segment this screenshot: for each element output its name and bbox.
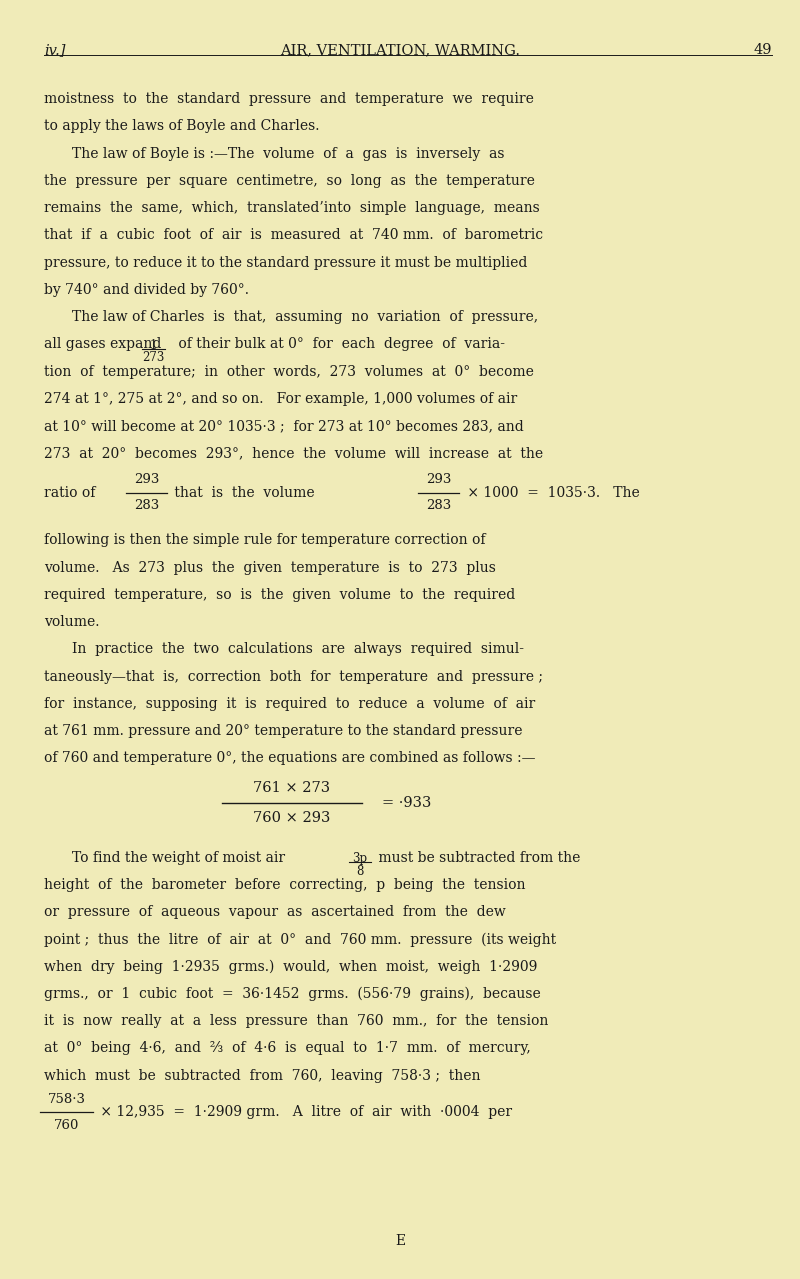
Text: = ·933: = ·933	[382, 796, 431, 810]
Text: all gases expand: all gases expand	[44, 338, 166, 352]
Text: moistness  to  the  standard  pressure  and  temperature  we  require: moistness to the standard pressure and t…	[44, 92, 534, 106]
Text: volume.: volume.	[44, 615, 99, 629]
Text: following is then the simple rule for temperature correction of: following is then the simple rule for te…	[44, 533, 486, 547]
Text: In  practice  the  two  calculations  are  always  required  simul-: In practice the two calculations are alw…	[72, 642, 524, 656]
Text: tion  of  temperature;  in  other  words,  273  volumes  at  0°  become: tion of temperature; in other words, 273…	[44, 365, 534, 379]
Text: × 1000  =  1035·3.   The: × 1000 = 1035·3. The	[463, 486, 640, 500]
Text: when  dry  being  1·2935  grms.)  would,  when  moist,  weigh  1·2909: when dry being 1·2935 grms.) would, when…	[44, 959, 538, 975]
Text: 758·3: 758·3	[47, 1094, 86, 1106]
Text: To find the weight of moist air: To find the weight of moist air	[72, 851, 290, 865]
Text: The law of Boyle is :—The  volume  of  a  gas  is  inversely  as: The law of Boyle is :—The volume of a ga…	[72, 147, 505, 161]
Text: pressure, to reduce it to the standard pressure it must be multiplied: pressure, to reduce it to the standard p…	[44, 256, 527, 270]
Text: volume.   As  273  plus  the  given  temperature  is  to  273  plus: volume. As 273 plus the given temperatur…	[44, 560, 496, 574]
Text: × 12,935  =  1·2909 grm.   A  litre  of  air  with  ·0004  per: × 12,935 = 1·2909 grm. A litre of air wi…	[96, 1105, 512, 1119]
Text: E: E	[395, 1234, 405, 1248]
Text: 273  at  20°  becomes  293°,  hence  the  volume  will  increase  at  the: 273 at 20° becomes 293°, hence the volum…	[44, 446, 543, 460]
Text: that  is  the  volume: that is the volume	[170, 486, 319, 500]
Text: at 10° will become at 20° 1035·3 ;  for 273 at 10° becomes 283, and: at 10° will become at 20° 1035·3 ; for 2…	[44, 420, 524, 434]
Text: of their bulk at 0°  for  each  degree  of  varia-: of their bulk at 0° for each degree of v…	[174, 338, 506, 352]
Text: 293: 293	[134, 473, 159, 486]
Text: at  0°  being  4·6,  and  ⅔  of  4·6  is  equal  to  1·7  mm.  of  mercury,: at 0° being 4·6, and ⅔ of 4·6 is equal t…	[44, 1041, 530, 1055]
Text: AIR, VENTILATION, WARMING.: AIR, VENTILATION, WARMING.	[280, 43, 520, 58]
Text: 760: 760	[54, 1119, 79, 1132]
Text: 761 × 273: 761 × 273	[254, 780, 330, 794]
Text: 3p: 3p	[353, 852, 367, 865]
Text: of 760 and temperature 0°, the equations are combined as follows :—: of 760 and temperature 0°, the equations…	[44, 751, 535, 765]
Text: 283: 283	[426, 499, 451, 512]
Text: to apply the laws of Boyle and Charles.: to apply the laws of Boyle and Charles.	[44, 119, 319, 133]
Text: the  pressure  per  square  centimetre,  so  long  as  the  temperature: the pressure per square centimetre, so l…	[44, 174, 535, 188]
Text: taneously—that  is,  correction  both  for  temperature  and  pressure ;: taneously—that is, correction both for t…	[44, 670, 543, 684]
Text: must be subtracted from the: must be subtracted from the	[374, 851, 580, 865]
Text: The law of Charles  is  that,  assuming  no  variation  of  pressure,: The law of Charles is that, assuming no …	[72, 310, 538, 324]
Text: at 761 mm. pressure and 20° temperature to the standard pressure: at 761 mm. pressure and 20° temperature …	[44, 724, 522, 738]
Text: required  temperature,  so  is  the  given  volume  to  the  required: required temperature, so is the given vo…	[44, 588, 515, 602]
Text: 274 at 1°, 275 at 2°, and so on.   For example, 1,000 volumes of air: 274 at 1°, 275 at 2°, and so on. For exa…	[44, 391, 518, 405]
Text: by 740° and divided by 760°.: by 740° and divided by 760°.	[44, 283, 249, 297]
Text: point ;  thus  the  litre  of  air  at  0°  and  760 mm.  pressure  (its weight: point ; thus the litre of air at 0° and …	[44, 932, 556, 946]
Text: 760 × 293: 760 × 293	[254, 811, 330, 825]
Text: that  if  a  cubic  foot  of  air  is  measured  at  740 mm.  of  barometric: that if a cubic foot of air is measured …	[44, 228, 543, 242]
Text: 273: 273	[142, 352, 165, 365]
Text: 49: 49	[754, 43, 772, 58]
Text: for  instance,  supposing  it  is  required  to  reduce  a  volume  of  air: for instance, supposing it is required t…	[44, 697, 535, 711]
Text: 8: 8	[356, 865, 364, 877]
Text: 1: 1	[150, 339, 158, 352]
Text: ratio of: ratio of	[44, 486, 100, 500]
Text: 283: 283	[134, 499, 159, 512]
Text: 293: 293	[426, 473, 451, 486]
Text: which  must  be  subtracted  from  760,  leaving  758·3 ;  then: which must be subtracted from 760, leavi…	[44, 1069, 481, 1083]
Text: remains  the  same,  which,  translated’into  simple  language,  means: remains the same, which, translated’into…	[44, 201, 540, 215]
Text: it  is  now  really  at  a  less  pressure  than  760  mm.,  for  the  tension: it is now really at a less pressure than…	[44, 1014, 548, 1028]
Text: height  of  the  barometer  before  correcting,  p  being  the  tension: height of the barometer before correctin…	[44, 879, 526, 891]
Text: iv.]: iv.]	[44, 43, 66, 58]
Text: grms.,  or  1  cubic  foot  =  36·1452  grms.  (556·79  grains),  because: grms., or 1 cubic foot = 36·1452 grms. (…	[44, 987, 541, 1001]
Text: or  pressure  of  aqueous  vapour  as  ascertained  from  the  dew: or pressure of aqueous vapour as ascerta…	[44, 906, 506, 920]
